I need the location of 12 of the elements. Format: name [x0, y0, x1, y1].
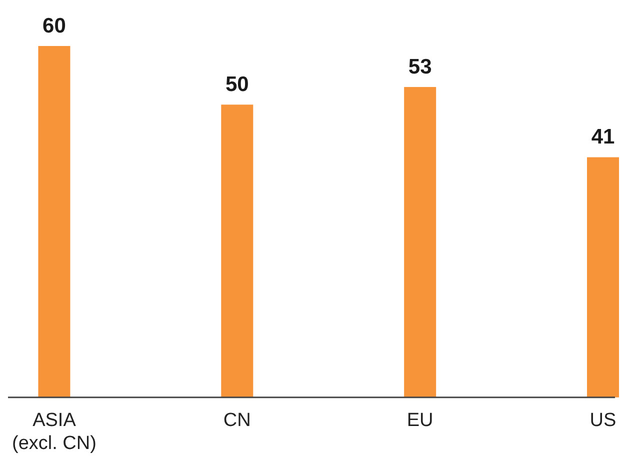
data-label: 60 — [42, 14, 66, 38]
data-label: 50 — [225, 72, 249, 96]
x-tick-label: EU — [406, 410, 434, 432]
bar — [38, 46, 70, 398]
bar — [404, 86, 436, 398]
x-tick-label: CN — [223, 410, 251, 432]
data-label: 41 — [591, 126, 615, 149]
bar — [586, 157, 620, 398]
x-tick-label: US — [590, 410, 616, 432]
data-label: 53 — [408, 55, 432, 78]
bar — [221, 104, 254, 398]
x-tick-label: ASIA (excl. CN) — [12, 410, 96, 454]
